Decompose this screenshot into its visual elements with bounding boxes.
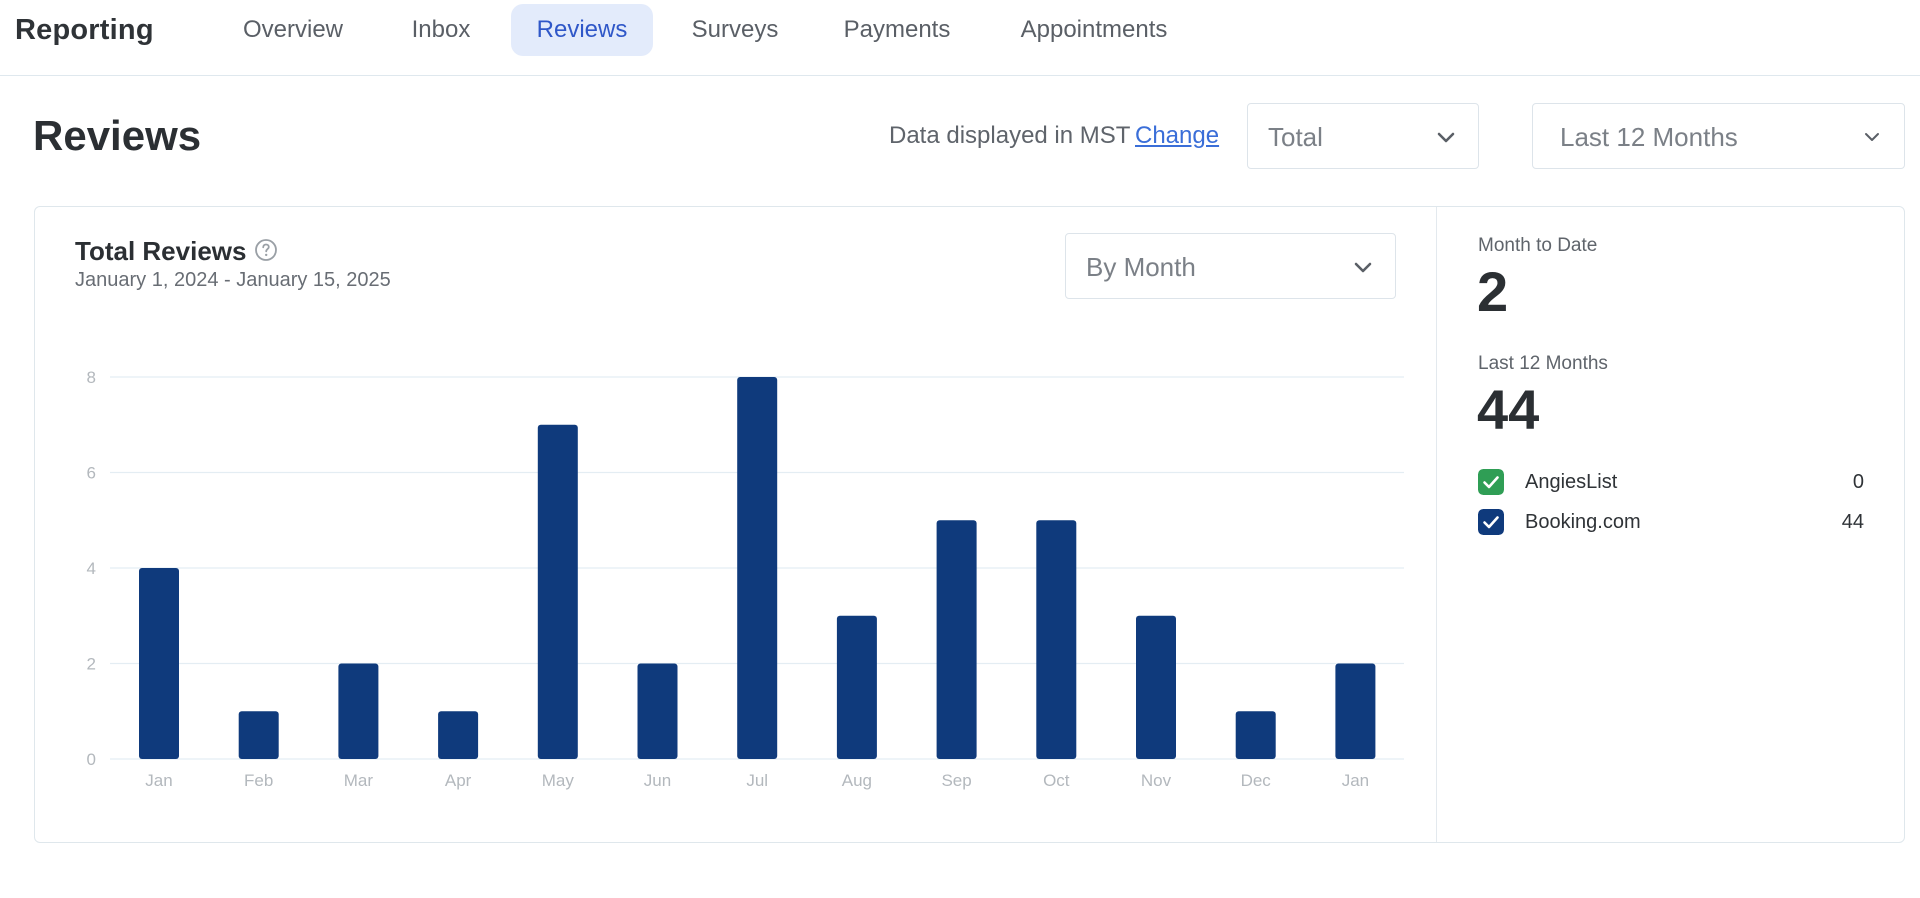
x-tick-label: Jun xyxy=(644,771,671,790)
tab-surveys[interactable]: Surveys xyxy=(691,16,779,43)
source-row-booking[interactable]: Booking.com 44 xyxy=(1478,509,1864,537)
timezone-note: Data displayed in MST xyxy=(889,122,1131,149)
last-12-months-value: 44 xyxy=(1477,378,1540,441)
chevron-down-icon xyxy=(1865,133,1879,141)
top-navigation: Reporting Overview Inbox Reviews Surveys… xyxy=(0,0,1920,76)
x-tick-label: Jan xyxy=(1342,771,1369,790)
app-brand: Reporting xyxy=(15,14,154,46)
tab-reviews[interactable]: Reviews xyxy=(511,4,653,56)
chart-bar xyxy=(537,424,578,759)
chart-bar xyxy=(1235,711,1276,759)
question-circle-icon[interactable] xyxy=(254,238,278,262)
chart-bar xyxy=(1335,663,1376,759)
chart-bar xyxy=(238,711,279,759)
y-tick-label: 2 xyxy=(87,655,96,674)
x-tick-label: Nov xyxy=(1141,771,1172,790)
chart-title: Total Reviews xyxy=(75,236,247,266)
x-tick-label: Dec xyxy=(1241,771,1272,790)
period-select-value: Last 12 Months xyxy=(1560,122,1738,152)
x-tick-label: Aug xyxy=(842,771,872,790)
chart-bar xyxy=(338,663,379,759)
x-tick-label: Mar xyxy=(344,771,374,790)
y-tick-label: 4 xyxy=(87,559,96,578)
page-title: Reviews xyxy=(33,112,202,159)
x-tick-label: May xyxy=(542,771,575,790)
chart-bar xyxy=(836,615,877,759)
source-row-angieslist[interactable]: AngiesList 0 xyxy=(1478,469,1864,497)
checkbox-checked-icon[interactable] xyxy=(1478,469,1504,495)
y-tick-label: 6 xyxy=(87,464,96,483)
grouping-select[interactable]: By Month xyxy=(1065,233,1396,299)
tab-overview[interactable]: Overview xyxy=(242,16,344,43)
period-select[interactable]: Last 12 Months xyxy=(1532,103,1905,169)
tab-appointments[interactable]: Appointments xyxy=(1020,16,1168,43)
chart-bar xyxy=(737,377,778,759)
chart-bar xyxy=(637,663,678,759)
last-12-months-label: Last 12 Months xyxy=(1478,353,1608,374)
chevron-down-icon xyxy=(1354,262,1372,273)
chart-bar xyxy=(1036,520,1077,759)
source-count: 0 xyxy=(1852,471,1864,493)
x-tick-label: Jan xyxy=(145,771,172,790)
chart-bar xyxy=(139,568,179,759)
x-tick-label: Sep xyxy=(941,771,971,790)
tab-payments[interactable]: Payments xyxy=(843,16,951,43)
timezone-change-link[interactable]: Change xyxy=(1135,122,1220,149)
x-tick-label: Oct xyxy=(1043,771,1070,790)
card-divider xyxy=(1436,207,1437,842)
source-name: Booking.com xyxy=(1525,511,1641,533)
metric-select[interactable]: Total xyxy=(1247,103,1479,169)
month-to-date-value: 2 xyxy=(1477,260,1509,323)
chart-bar xyxy=(438,711,479,759)
tab-inbox[interactable]: Inbox xyxy=(411,16,471,43)
grouping-select-value: By Month xyxy=(1086,252,1196,282)
source-name: AngiesList xyxy=(1525,471,1618,493)
chart-bar xyxy=(1136,615,1176,759)
y-tick-label: 8 xyxy=(87,368,96,387)
source-count: 44 xyxy=(1841,511,1864,533)
chevron-down-icon xyxy=(1437,132,1455,143)
chart-date-range: January 1, 2024 - January 15, 2025 xyxy=(75,269,391,291)
metric-select-value: Total xyxy=(1268,122,1323,152)
chart-bar xyxy=(936,520,977,759)
checkbox-checked-icon[interactable] xyxy=(1478,509,1504,535)
month-to-date-label: Month to Date xyxy=(1478,235,1598,256)
x-tick-label: Jul xyxy=(746,771,768,790)
y-tick-label: 0 xyxy=(87,750,96,769)
x-tick-label: Feb xyxy=(244,771,273,790)
x-tick-label: Apr xyxy=(445,771,472,790)
